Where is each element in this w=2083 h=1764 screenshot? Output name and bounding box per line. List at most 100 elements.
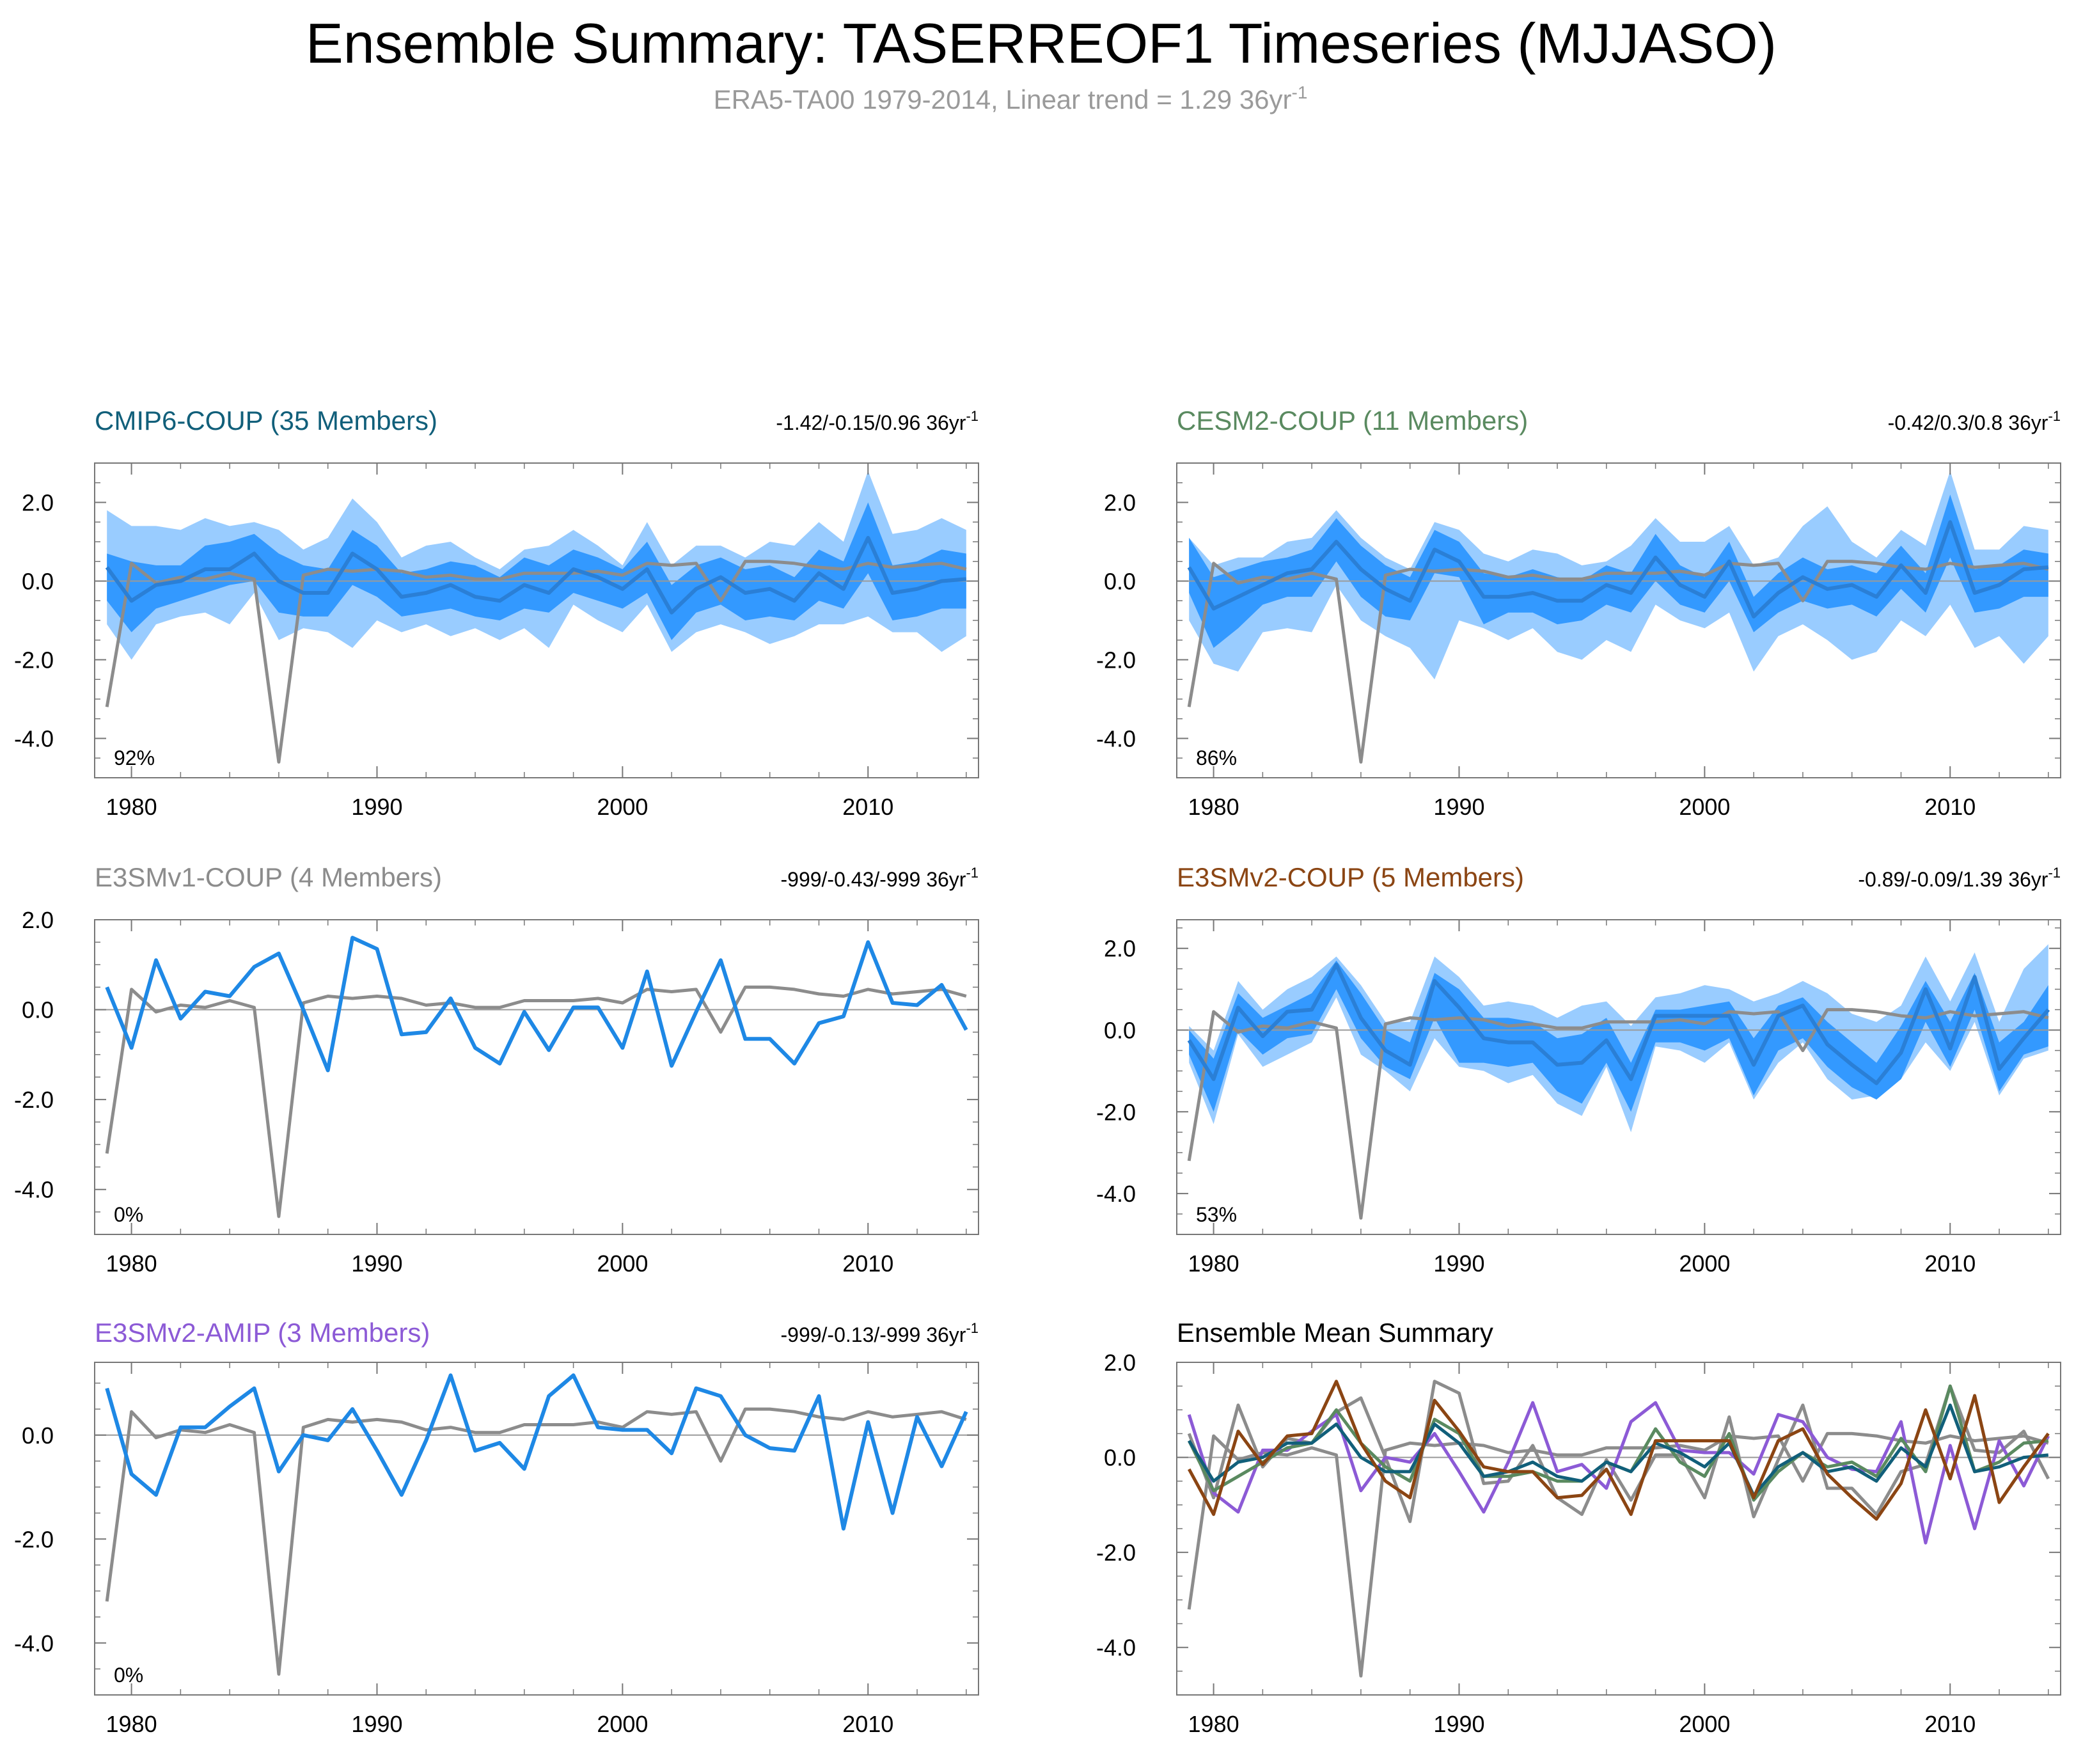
plot-frame	[94, 1362, 979, 1696]
x-tick-label: 1980	[106, 794, 157, 820]
y-tick-label: -4.0	[1096, 1635, 1136, 1661]
y-tick-label: -4.0	[14, 726, 54, 752]
band-10-90	[1189, 494, 2048, 648]
figure-title: Ensemble Summary: TASERREOF1 Timeseries …	[306, 12, 1777, 75]
x-tick-label: 2010	[842, 794, 893, 820]
trend-label-sup: -1	[966, 865, 979, 881]
trend-label-text: -1.42/-0.15/0.96 36yr	[776, 411, 966, 434]
x-tick-label: 1990	[1433, 1711, 1484, 1737]
y-tick-label: -4.0	[1096, 1181, 1136, 1207]
trend-label-sup: -1	[966, 1320, 979, 1336]
x-tick-label: 1990	[1433, 794, 1484, 820]
x-tick-label: 2010	[1924, 1711, 1976, 1737]
y-tick-label: 2.0	[22, 907, 54, 933]
trend-label-text: -999/-0.13/-999 36yr	[780, 1323, 966, 1346]
subtitle-sup: -1	[1292, 83, 1308, 102]
y-tick-label: 0.0	[1104, 569, 1136, 595]
x-tick-label: 2010	[1924, 794, 1976, 820]
y-tick-label: -2.0	[1096, 647, 1136, 673]
x-tick-label: 2010	[1924, 1250, 1976, 1277]
x-tick-label: 2000	[1679, 1711, 1730, 1737]
y-tick-label: -2.0	[14, 1526, 54, 1552]
ensemble-mean-line	[1187, 520, 2049, 618]
y-tick-label: -4.0	[14, 1630, 54, 1657]
y-tick-label: -4.0	[1096, 726, 1136, 752]
subtitle-text: ERA5-TA00 1979-2014, Linear trend = 1.29…	[714, 84, 1292, 114]
x-tick-label: 2010	[842, 1711, 893, 1737]
plot-area	[95, 920, 979, 1234]
y-tick-label: 0.0	[1104, 1018, 1136, 1044]
percent-label: 92%	[114, 746, 155, 769]
y-tick-label: 0.0	[1104, 1445, 1136, 1471]
trend-label-sup: -1	[2048, 865, 2061, 881]
chart-title: E3SMv2-AMIP (3 Members)	[95, 1318, 430, 1348]
percent-label: 0%	[114, 1203, 143, 1226]
obs-line	[105, 985, 967, 1218]
chart-title: E3SMv1-COUP (4 Members)	[95, 862, 442, 892]
y-tick-label: -4.0	[14, 1177, 54, 1203]
band-10-90	[107, 502, 966, 640]
percent-label: 53%	[1196, 1203, 1237, 1226]
y-tick-label: 2.0	[22, 490, 54, 516]
x-tick-label: 1980	[1188, 1711, 1239, 1737]
trend-label: -0.89/-0.09/1.39 36yr-1	[1858, 865, 2061, 891]
y-tick-label: -2.0	[14, 1087, 54, 1113]
chart-title: CMIP6-COUP (35 Members)	[95, 406, 437, 436]
panels: CMIP6-COUP (35 Members) -1.42/-0.15/0.96 …	[14, 406, 2061, 1737]
chart-cmip6: CMIP6-COUP (35 Members) -1.42/-0.15/0.96 …	[14, 406, 979, 820]
trend-label: -1.42/-0.15/0.96 36yr-1	[776, 408, 979, 434]
y-tick-label: 0.0	[22, 569, 54, 595]
x-tick-label: 1980	[106, 1711, 157, 1737]
trend-label: -999/-0.13/-999 36yr-1	[780, 1320, 979, 1346]
x-tick-label: 2000	[597, 1250, 648, 1277]
trend-label-text: -999/-0.43/-999 36yr	[780, 868, 966, 891]
series-line-e3smv2-coup	[1188, 1380, 2050, 1521]
y-tick-label: -2.0	[1096, 1540, 1136, 1566]
chart-title: Ensemble Mean Summary	[1177, 1318, 1493, 1348]
x-tick-label: 1980	[106, 1250, 157, 1277]
x-tick-label: 1990	[351, 1250, 402, 1277]
figure-subtitle: ERA5-TA00 1979-2014, Linear trend = 1.29…	[714, 83, 1308, 114]
chart-e3smv1: E3SMv1-COUP (4 Members) -999/-0.43/-999 3…	[14, 862, 979, 1277]
trend-label: -999/-0.43/-999 36yr-1	[780, 865, 979, 891]
obs-line	[1187, 1008, 2049, 1220]
x-tick-label: 1980	[1188, 1250, 1239, 1277]
plot-area	[1177, 1362, 2061, 1695]
x-tick-label: 2000	[597, 1711, 648, 1737]
trend-label-sup: -1	[966, 408, 979, 424]
y-tick-label: 0.0	[22, 1422, 54, 1449]
y-tick-label: 2.0	[1104, 936, 1136, 962]
chart-title: E3SMv2-COUP (5 Members)	[1177, 862, 1524, 892]
y-tick-label: 2.0	[1104, 1350, 1136, 1376]
trend-label-text: -0.89/-0.09/1.39 36yr	[1858, 868, 2048, 891]
ensemble-mean-line	[105, 1373, 968, 1531]
y-tick-label: -2.0	[14, 647, 54, 673]
chart-title: CESM2-COUP (11 Members)	[1177, 406, 1528, 436]
series-line-cmip6-coup	[1188, 1403, 2049, 1497]
band-10-90	[1189, 960, 2048, 1112]
ensemble-mean-line	[1187, 963, 2050, 1085]
plot-frame	[1176, 919, 2061, 1235]
band-minmax	[1189, 944, 2048, 1133]
trend-label-sup: -1	[2048, 408, 2061, 424]
x-tick-label: 2010	[842, 1250, 893, 1277]
trend-label-text: -0.42/0.3/0.8 36yr	[1888, 411, 2048, 434]
percent-label: 86%	[1196, 746, 1237, 769]
x-tick-label: 2000	[597, 794, 648, 820]
x-tick-label: 2000	[1679, 794, 1730, 820]
x-tick-label: 1990	[351, 1711, 402, 1737]
ensemble-mean-line	[105, 535, 967, 615]
y-tick-label: 0.0	[22, 997, 54, 1023]
trend-label: -0.42/0.3/0.8 36yr-1	[1888, 408, 2061, 434]
x-tick-label: 2000	[1679, 1250, 1730, 1277]
y-tick-label: -2.0	[1096, 1099, 1136, 1125]
y-tick-label: 2.0	[1104, 490, 1136, 516]
x-tick-label: 1980	[1188, 794, 1239, 820]
percent-label: 0%	[114, 1664, 143, 1687]
x-tick-label: 1990	[351, 794, 402, 820]
chart-cesm2: CESM2-COUP (11 Members) -0.42/0.3/0.8 36y…	[1096, 406, 2061, 820]
ensemble-mean-line	[105, 936, 968, 1073]
obs-line	[105, 560, 967, 764]
chart-summary: Ensemble Mean Summary 2.0 0.0 -2.0 -4.0 1980 1…	[1096, 1318, 2061, 1737]
